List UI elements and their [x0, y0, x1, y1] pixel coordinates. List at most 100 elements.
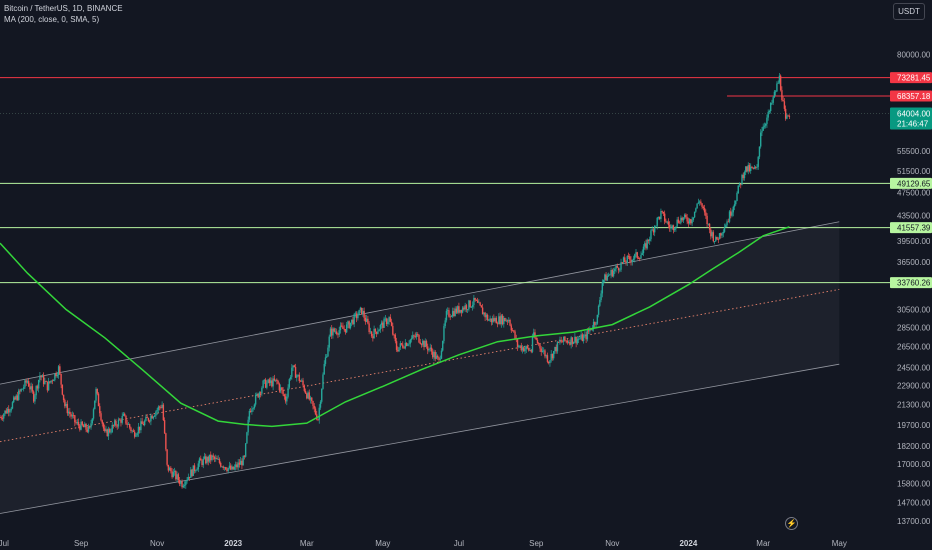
- candle-body: [483, 312, 485, 315]
- candle-body: [234, 464, 237, 467]
- countdown-label: 21:46:47: [897, 119, 929, 128]
- candle-body: [476, 300, 479, 303]
- candle-body: [528, 347, 530, 351]
- candle-body: [622, 257, 625, 263]
- candle-body: [480, 305, 483, 308]
- candle-body: [200, 458, 202, 461]
- candle-body: [748, 165, 751, 171]
- candle-body: [150, 415, 152, 422]
- candle-body: [157, 406, 160, 410]
- lightning-icon[interactable]: ⚡: [785, 517, 798, 530]
- candle-body: [359, 307, 362, 310]
- x-tick-label: Mar: [300, 539, 314, 548]
- candle-body: [257, 393, 259, 398]
- candle-body: [127, 424, 130, 425]
- candle-body: [92, 409, 95, 419]
- candle-body: [155, 411, 157, 416]
- candle-body: [143, 420, 146, 426]
- candle-body: [715, 237, 717, 242]
- candle-body: [484, 312, 486, 318]
- candle-body: [367, 318, 369, 324]
- candle-body: [394, 334, 397, 342]
- candle-body: [329, 328, 332, 337]
- candle-body: [417, 334, 419, 335]
- candle-body: [284, 396, 287, 402]
- candle-body: [779, 75, 782, 91]
- candle-body: [86, 429, 88, 432]
- candle-body: [230, 465, 232, 470]
- candle-body: [387, 321, 389, 324]
- candle-body: [268, 379, 271, 383]
- candle-body: [20, 388, 22, 392]
- candle-body: [137, 426, 140, 434]
- candle-body: [636, 252, 638, 258]
- candle-body: [377, 331, 379, 334]
- candle-body: [384, 318, 387, 320]
- candle-body: [567, 342, 570, 343]
- candle-body: [774, 91, 777, 93]
- candle-body: [624, 257, 626, 263]
- y-tick-label: 21300.00: [897, 400, 931, 409]
- candle-body: [473, 297, 475, 306]
- candle-body: [344, 329, 347, 333]
- candle-body: [442, 340, 444, 351]
- candle-body: [688, 219, 691, 224]
- candle-body: [763, 125, 766, 127]
- candle-body: [4, 410, 6, 415]
- candle-body: [660, 211, 662, 219]
- candle-body: [646, 239, 648, 249]
- candle-body: [319, 401, 322, 408]
- candle-body: [313, 405, 315, 409]
- candle-body: [94, 400, 96, 410]
- candle-body: [31, 386, 34, 392]
- candle-body: [180, 481, 182, 484]
- candle-body: [464, 305, 466, 310]
- candle-body: [470, 306, 473, 308]
- candle-body: [196, 469, 198, 471]
- candle-body: [60, 373, 62, 385]
- candle-body: [655, 225, 657, 227]
- candle-body: [601, 282, 604, 294]
- candle-body: [318, 407, 320, 420]
- level-label-1-bg: [890, 90, 932, 102]
- candle-body: [152, 416, 155, 419]
- candle-body: [448, 310, 450, 317]
- candle-body: [419, 342, 421, 344]
- candle-body: [564, 336, 566, 341]
- candle-body: [317, 419, 319, 421]
- candle-body: [549, 360, 551, 364]
- candle-body: [595, 323, 597, 325]
- candle-body: [535, 337, 537, 340]
- candle-body: [348, 321, 350, 329]
- candle-body: [566, 340, 569, 343]
- candle-body: [242, 456, 244, 466]
- candle-body: [9, 410, 11, 413]
- candle-body: [193, 465, 196, 472]
- candle-body: [675, 226, 677, 229]
- y-tick-label: 39500.00: [897, 237, 931, 246]
- candle-body: [354, 313, 357, 315]
- candle-body: [446, 310, 449, 312]
- y-tick-label: 24500.00: [897, 363, 931, 372]
- candle-body: [609, 274, 611, 276]
- candle-body: [32, 391, 35, 402]
- candle-body: [308, 392, 310, 400]
- candle-body: [697, 202, 700, 204]
- candle-body: [243, 456, 246, 457]
- candle-body: [6, 408, 9, 414]
- candle-body: [303, 385, 305, 391]
- y-tick-label: 18200.00: [897, 442, 931, 451]
- candle-body: [13, 397, 15, 403]
- candle-body: [369, 331, 372, 333]
- channel-upper-line: [0, 221, 840, 385]
- currency-button[interactable]: USDT: [893, 3, 925, 20]
- candle-body: [422, 340, 424, 345]
- candle-body: [57, 366, 60, 376]
- candle-body: [393, 334, 395, 336]
- candle-body: [707, 223, 710, 225]
- candle-body: [500, 315, 503, 325]
- candle-body: [307, 392, 309, 399]
- candle-body: [658, 216, 661, 219]
- candle-body: [629, 256, 631, 260]
